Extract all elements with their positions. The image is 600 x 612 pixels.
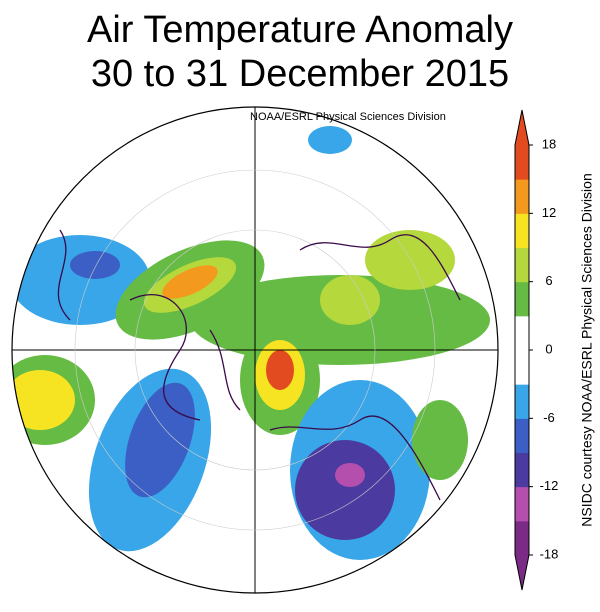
colorbar-band [515, 213, 529, 248]
colorbar-band [515, 179, 529, 214]
colorbar-band [515, 452, 529, 488]
colorbar-arrow [515, 555, 529, 590]
colorbar-band [515, 281, 529, 317]
colorbar-band [515, 384, 529, 419]
colorbar-tick-label: -18 [540, 546, 559, 561]
colorbar-band [515, 520, 529, 556]
title-line: 30 to 31 December 2015 [91, 53, 509, 95]
colorbar-arrow [515, 110, 529, 145]
colorbar-band [515, 247, 529, 283]
title-line: Air Temperature Anomaly [87, 9, 513, 51]
colorbar-tick-label: 6 [545, 273, 552, 288]
colorbar-tick-label: 0 [545, 341, 552, 356]
side-credit: NSIDC courtesy NOAA/ESRL Physical Scienc… [579, 173, 595, 527]
colorbar-tick-label: 18 [542, 136, 556, 151]
colorbar-band [515, 350, 529, 385]
map-frame [11, 106, 499, 594]
colorbar-band [515, 418, 529, 453]
colorbar-tick-label: -6 [543, 410, 555, 425]
map-credit: NOAA/ESRL Physical Sciences Division [250, 111, 446, 123]
colorbar-tick-label: -12 [540, 478, 559, 493]
colorbar-band [515, 486, 529, 522]
colorbar-tick-label: 12 [542, 205, 556, 220]
colorbar: -18 -12 -6 0 6 12 18 [514, 109, 559, 591]
colorbar-band [515, 145, 529, 180]
colorbar-band [515, 315, 529, 351]
